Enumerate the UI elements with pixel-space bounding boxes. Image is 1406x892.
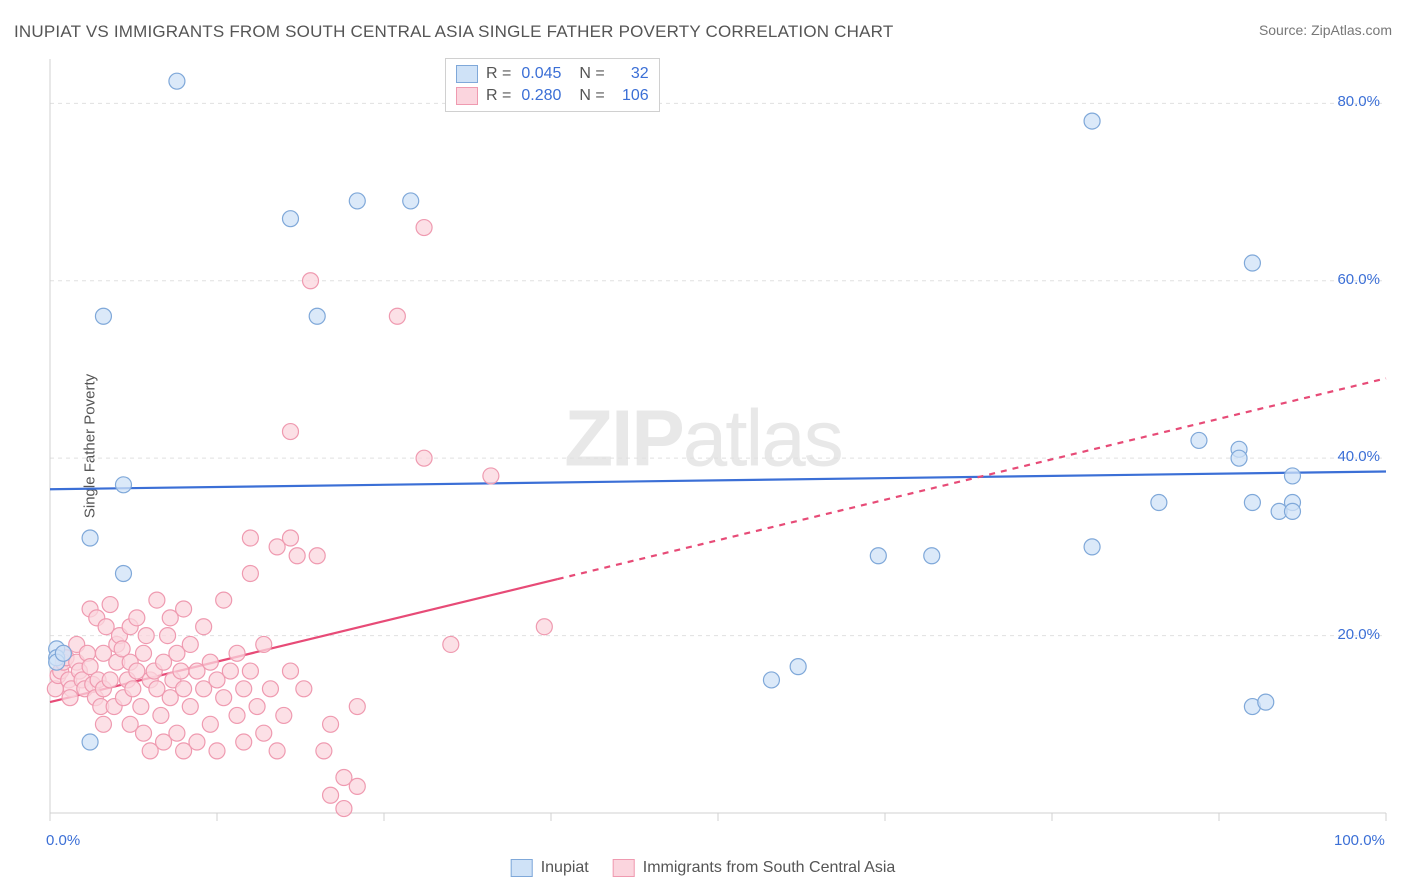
r-label: R =	[486, 85, 511, 107]
legend-item: Immigrants from South Central Asia	[613, 859, 896, 877]
legend-row: R = 0.045 N = 32	[456, 63, 649, 85]
y-tick-label: 20.0%	[1337, 626, 1380, 643]
x-tick-label: 100.0%	[1334, 832, 1385, 849]
n-value: 32	[615, 63, 649, 85]
plot-area: 0.0%100.0%20.0%40.0%60.0%80.0%	[46, 55, 1390, 825]
y-tick-label: 40.0%	[1337, 448, 1380, 465]
scatter-svg	[46, 55, 1390, 825]
chart-title: INUPIAT VS IMMIGRANTS FROM SOUTH CENTRAL…	[14, 22, 893, 42]
legend-label: Inupiat	[541, 859, 589, 877]
series-legend: Inupiat Immigrants from South Central Asi…	[511, 859, 896, 877]
legend-item: Inupiat	[511, 859, 589, 877]
n-value: 106	[615, 85, 649, 107]
n-label: N =	[579, 63, 604, 85]
n-label: N =	[579, 85, 604, 107]
source-label: Source: ZipAtlas.com	[1259, 22, 1392, 38]
legend-label: Immigrants from South Central Asia	[643, 859, 896, 877]
legend-swatch	[511, 859, 533, 877]
correlation-legend: R = 0.045 N = 32 R = 0.280 N = 106	[445, 58, 660, 112]
legend-swatch	[456, 87, 478, 105]
legend-swatch	[456, 65, 478, 83]
r-value: 0.280	[521, 85, 571, 107]
legend-swatch	[613, 859, 635, 877]
legend-row: R = 0.280 N = 106	[456, 85, 649, 107]
r-value: 0.045	[521, 63, 571, 85]
r-label: R =	[486, 63, 511, 85]
x-tick-label: 0.0%	[46, 832, 80, 849]
y-tick-label: 60.0%	[1337, 271, 1380, 288]
y-tick-label: 80.0%	[1337, 93, 1380, 110]
